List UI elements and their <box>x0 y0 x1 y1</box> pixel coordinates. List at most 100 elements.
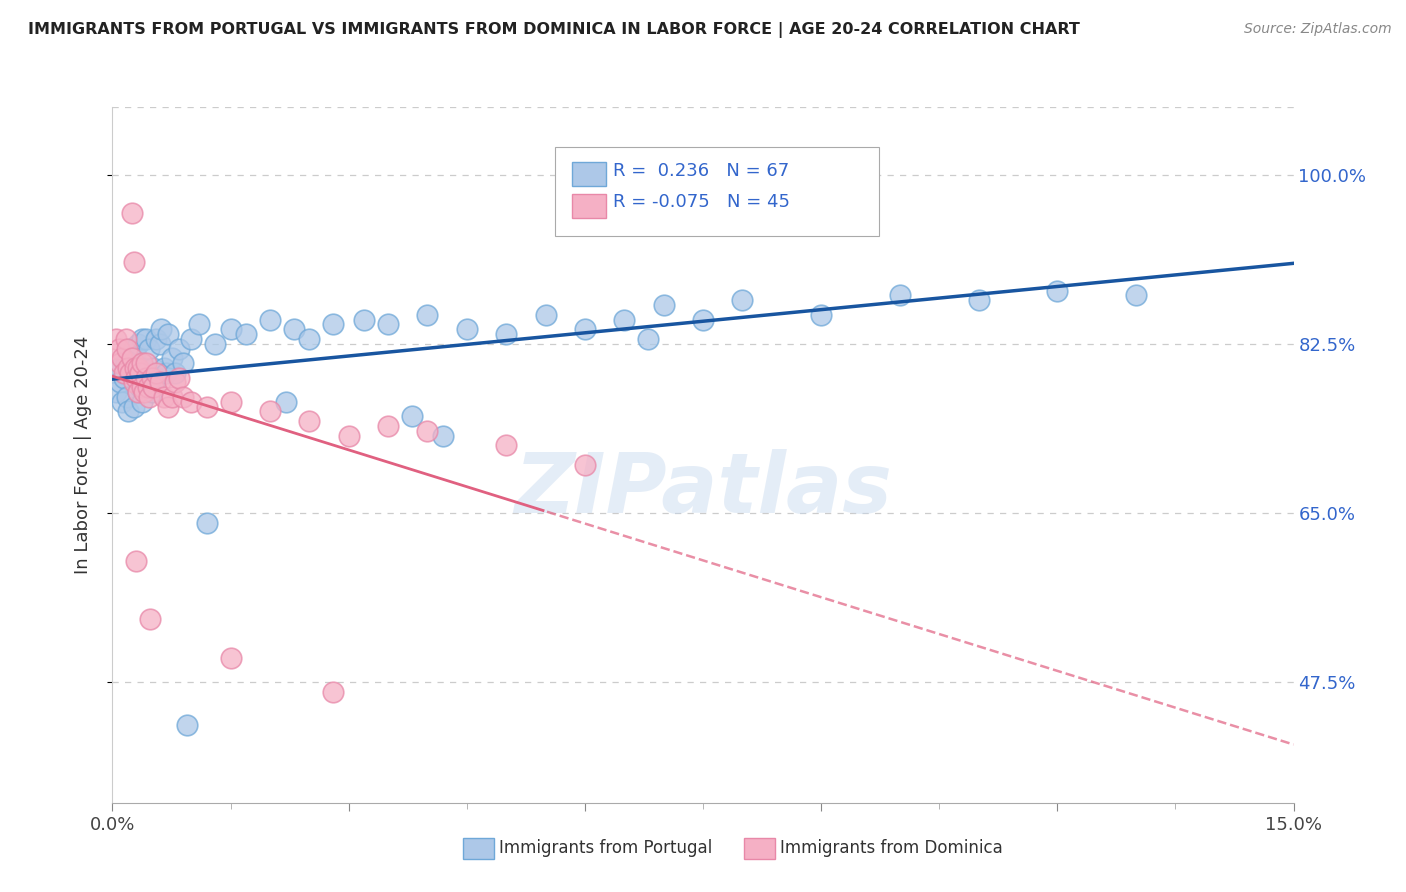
Point <box>377 419 399 434</box>
Point <box>259 312 281 326</box>
Point <box>169 370 191 384</box>
Point <box>298 414 321 428</box>
Point <box>169 342 191 356</box>
Point <box>125 370 148 384</box>
Text: R =  0.236   N = 67: R = 0.236 N = 67 <box>613 162 789 180</box>
Point <box>135 332 157 346</box>
Point <box>219 394 242 409</box>
Point <box>115 390 138 404</box>
Point <box>235 327 257 342</box>
Point <box>124 361 146 376</box>
Point <box>160 351 183 366</box>
Point <box>377 318 399 332</box>
Point <box>141 370 163 384</box>
Point <box>149 376 172 390</box>
Point <box>127 336 149 351</box>
Point <box>127 385 149 400</box>
Point <box>401 409 423 424</box>
Point <box>121 366 143 380</box>
Point <box>117 361 139 376</box>
Point <box>129 380 152 394</box>
Text: ZIPatlas: ZIPatlas <box>515 450 891 530</box>
Point <box>145 366 167 380</box>
Point <box>456 322 478 336</box>
Point <box>416 308 439 322</box>
Point <box>574 322 596 336</box>
Point <box>165 376 187 390</box>
Point <box>115 356 138 370</box>
Point <box>1125 288 1147 302</box>
Point <box>613 312 636 326</box>
Point <box>416 424 439 438</box>
Point <box>129 366 152 380</box>
Point <box>112 370 135 384</box>
Point <box>731 293 754 308</box>
Point <box>283 322 305 336</box>
Point <box>652 298 675 312</box>
Point <box>156 400 179 414</box>
Point <box>274 394 297 409</box>
Point <box>136 380 159 394</box>
Point <box>112 366 135 380</box>
Point <box>155 366 177 380</box>
Point <box>337 428 360 442</box>
Point <box>204 336 226 351</box>
Point <box>1046 284 1069 298</box>
Point <box>121 206 143 220</box>
Text: Source: ZipAtlas.com: Source: ZipAtlas.com <box>1244 22 1392 37</box>
Point <box>121 351 143 366</box>
Point <box>125 361 148 376</box>
Point <box>353 312 375 326</box>
Point <box>188 318 211 332</box>
Point <box>495 438 517 452</box>
Point <box>692 312 714 326</box>
Point <box>165 366 187 380</box>
Point <box>124 346 146 360</box>
Point <box>219 322 242 336</box>
Y-axis label: In Labor Force | Age 20-24: In Labor Force | Age 20-24 <box>73 335 91 574</box>
Point <box>135 370 157 384</box>
Point <box>136 380 159 394</box>
Point <box>105 332 128 346</box>
Point <box>131 394 153 409</box>
Point <box>107 361 129 376</box>
Point <box>141 385 163 400</box>
Text: R = -0.075   N = 45: R = -0.075 N = 45 <box>613 194 790 211</box>
Point <box>139 612 162 626</box>
Point <box>259 404 281 418</box>
Point <box>122 254 145 268</box>
Point <box>637 332 659 346</box>
Text: IMMIGRANTS FROM PORTUGAL VS IMMIGRANTS FROM DOMINICA IN LABOR FORCE | AGE 20-24 : IMMIGRANTS FROM PORTUGAL VS IMMIGRANTS F… <box>28 22 1080 38</box>
Point <box>322 318 344 332</box>
Point <box>152 361 174 376</box>
Point <box>967 293 990 308</box>
Point <box>142 380 165 394</box>
Point <box>150 322 173 336</box>
Text: Immigrants from Portugal: Immigrants from Portugal <box>499 839 713 857</box>
Point <box>574 458 596 472</box>
Point <box>131 380 153 394</box>
Point <box>146 370 169 384</box>
Point <box>107 342 129 356</box>
Point <box>145 332 167 346</box>
Point <box>495 327 517 342</box>
Point <box>135 366 157 380</box>
Point <box>195 400 218 414</box>
Point <box>889 288 911 302</box>
Point <box>172 390 194 404</box>
Point <box>135 356 157 370</box>
Point <box>176 718 198 732</box>
Point <box>195 516 218 530</box>
Point <box>127 361 149 376</box>
Point <box>132 385 155 400</box>
Point <box>810 308 832 322</box>
Point <box>160 390 183 404</box>
Point <box>172 356 194 370</box>
Point <box>127 385 149 400</box>
Point <box>111 394 134 409</box>
Point <box>118 366 141 380</box>
Point <box>322 684 344 698</box>
Point <box>115 342 138 356</box>
Point <box>180 394 202 409</box>
Point <box>131 332 153 346</box>
